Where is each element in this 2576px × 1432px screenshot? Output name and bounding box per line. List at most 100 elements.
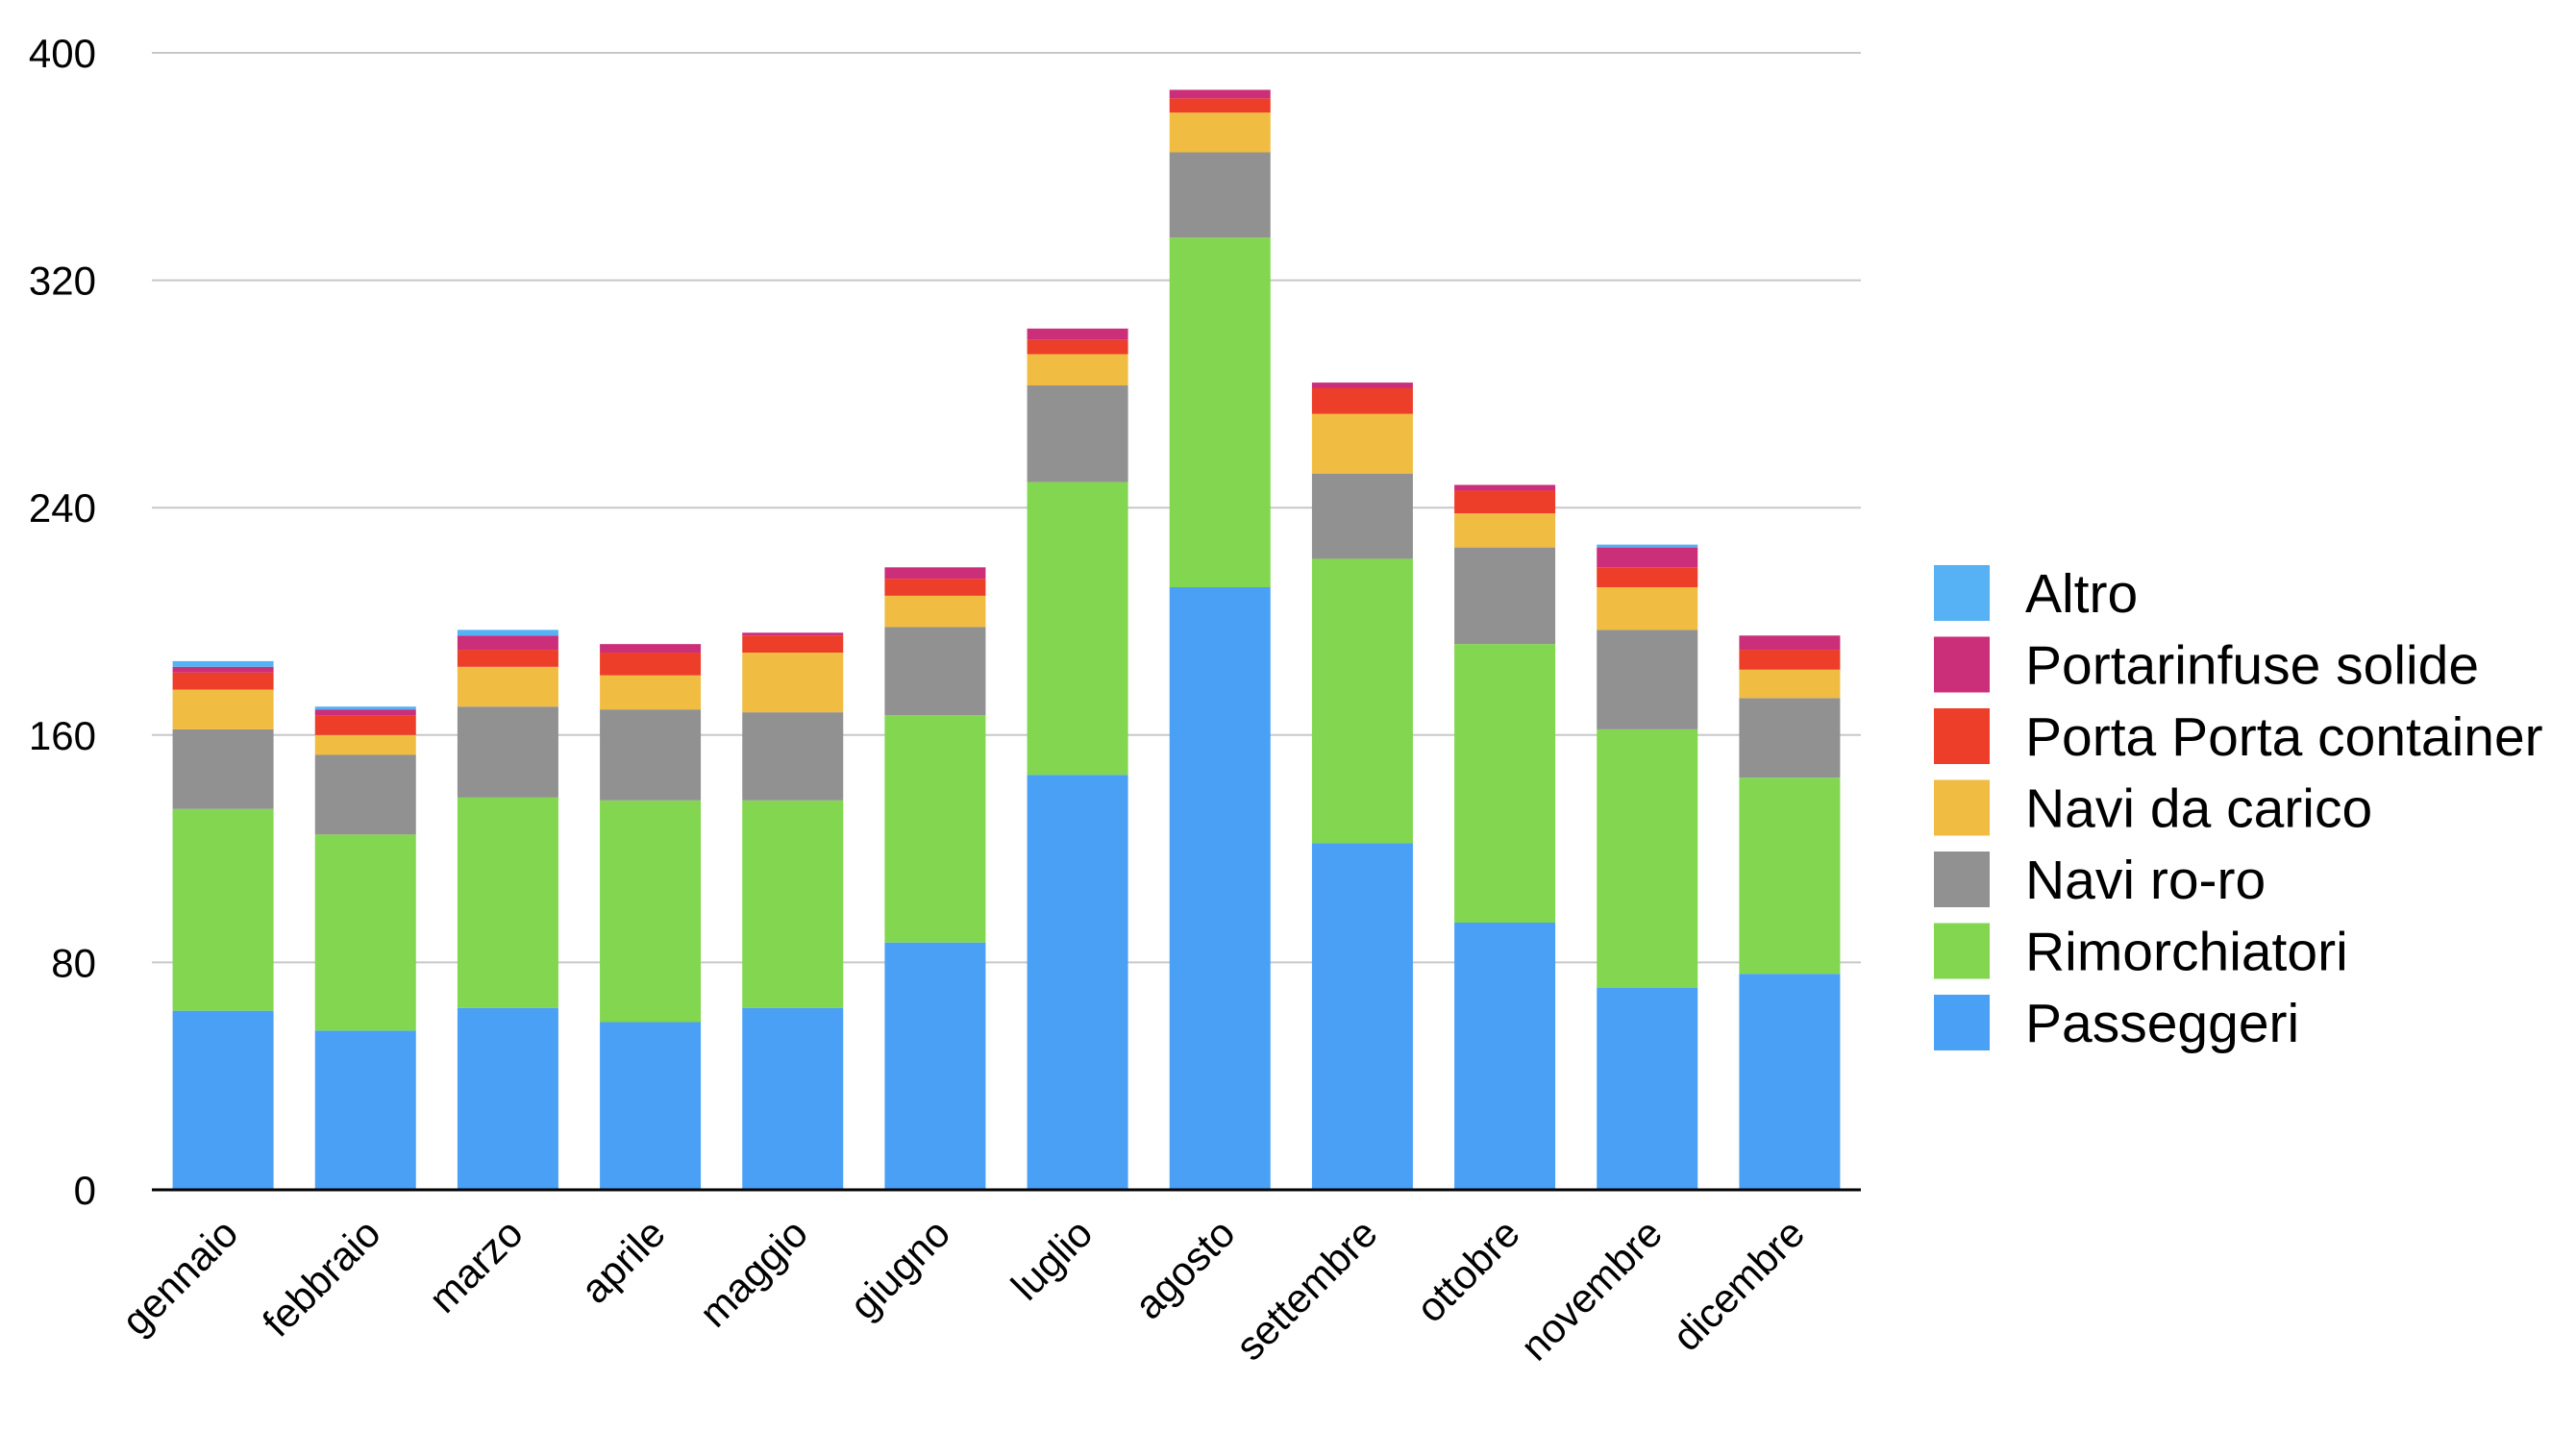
- legend-swatch: [1934, 636, 1990, 693]
- bar-segment: [1169, 237, 1271, 588]
- bar-segment: [742, 712, 844, 801]
- legend-item: Navi ro-ro: [1934, 850, 2266, 911]
- bar-segment: [1454, 484, 1556, 491]
- y-tick-label: 240: [29, 485, 96, 531]
- y-tick-label: 160: [29, 713, 96, 758]
- bar-segment: [1027, 385, 1128, 482]
- bar-segment: [1597, 728, 1698, 989]
- legend: Altro Portarinfuse solide Porta Porta cont…: [1934, 563, 2543, 1054]
- legend-item: Rimorchiatori: [1934, 922, 2348, 983]
- bar-stack-novembre: [1597, 544, 1698, 1190]
- bar-segment: [457, 630, 558, 636]
- legend-item: Porta Porta container: [1934, 706, 2543, 768]
- legend-swatch: [1934, 852, 1990, 907]
- x-tick-label: maggio: [690, 1210, 816, 1336]
- x-tick-label: ottobre: [1407, 1210, 1528, 1331]
- legend-swatch: [1934, 565, 1990, 621]
- bar-segment: [1169, 152, 1271, 238]
- bar-segment: [172, 808, 274, 1011]
- bar-segment: [1027, 339, 1128, 355]
- x-tick-label: novembre: [1512, 1210, 1671, 1369]
- bar-segment: [1027, 328, 1128, 340]
- bar-segment: [172, 1010, 274, 1190]
- x-tick-label: dicembre: [1664, 1210, 1813, 1359]
- bar-segment: [1311, 383, 1413, 388]
- x-tick-label: gennaio: [113, 1210, 247, 1344]
- x-tick-label: settembre: [1226, 1210, 1385, 1369]
- bar-segment: [884, 715, 986, 943]
- bar-segment: [457, 635, 558, 651]
- bar-stack-maggio: [742, 632, 844, 1190]
- legend-label: Navi ro-ro: [2025, 850, 2266, 911]
- bar-stack-agosto: [1169, 89, 1271, 1190]
- bar-segment: [1597, 988, 1698, 1190]
- bar-segment: [172, 728, 274, 809]
- bar-stack-giugno: [884, 567, 986, 1190]
- bar-segment: [457, 797, 558, 1008]
- bar-segment: [457, 1007, 558, 1190]
- bar-stack-febbraio: [314, 706, 416, 1190]
- bar-segment: [1739, 778, 1841, 975]
- bar-segment: [1739, 698, 1841, 778]
- bar-segment: [600, 709, 702, 801]
- x-tick-label: aprile: [572, 1210, 674, 1312]
- bar-segment: [1169, 112, 1271, 153]
- bar-segment: [1169, 89, 1271, 99]
- legend-label: Passeggeri: [2025, 993, 2299, 1054]
- x-tick-label: luglio: [1003, 1210, 1102, 1309]
- y-tick-label: 80: [51, 940, 96, 985]
- x-tick-label: agosto: [1126, 1210, 1243, 1327]
- bar-segment: [600, 653, 702, 676]
- bar-segment: [1311, 843, 1413, 1190]
- legend-label: Navi da carico: [2025, 778, 2372, 840]
- y-tick-label: 0: [74, 1168, 96, 1213]
- legend-label: Porta Porta container: [2025, 706, 2543, 768]
- bar-segment: [1027, 481, 1128, 776]
- bar-segment: [1311, 473, 1413, 559]
- bar-segment: [742, 653, 844, 713]
- bar-segment: [1027, 775, 1128, 1190]
- bar-segment: [314, 706, 416, 710]
- bar-segment: [600, 800, 702, 1023]
- legend-swatch: [1934, 995, 1990, 1050]
- legend-label: Rimorchiatori: [2025, 922, 2348, 983]
- x-tick-label: giugno: [841, 1210, 958, 1327]
- bar-stack-luglio: [1027, 328, 1128, 1190]
- bar-stack-ottobre: [1454, 484, 1556, 1190]
- bar-segment: [1311, 558, 1413, 844]
- legend-item: Passeggeri: [1934, 993, 2299, 1054]
- bar-segment: [600, 1022, 702, 1190]
- legend-swatch: [1934, 923, 1990, 979]
- bar-segment: [172, 689, 274, 729]
- y-tick-label: 400: [29, 31, 96, 76]
- bar-segment: [1027, 354, 1128, 386]
- bar-segment: [314, 834, 416, 1031]
- legend-label: Portarinfuse solide: [2025, 635, 2479, 697]
- gridlines: [152, 52, 1861, 964]
- bar-segment: [314, 709, 416, 716]
- bar-segment: [457, 650, 558, 667]
- bar-segment: [1169, 587, 1271, 1190]
- bar-stack-gennaio: [172, 660, 274, 1190]
- bar-segment: [1597, 544, 1698, 548]
- bar-segment: [172, 666, 274, 673]
- bar-segment: [884, 567, 986, 580]
- bar-stack-marzo: [457, 630, 558, 1190]
- bar-stack-dicembre: [1739, 635, 1841, 1190]
- x-tick-label: marzo: [420, 1210, 532, 1321]
- bar-segment: [1311, 387, 1413, 414]
- bar-segment: [600, 644, 702, 654]
- bar-segment: [314, 754, 416, 835]
- bar-segment: [600, 675, 702, 710]
- bar-segment: [742, 635, 844, 654]
- legend-item: Navi da carico: [1934, 778, 2372, 840]
- bar-stack-settembre: [1311, 383, 1413, 1190]
- bar-segment: [884, 942, 986, 1190]
- bar-segment: [1597, 567, 1698, 588]
- bar-segment: [457, 666, 558, 707]
- bar-segment: [314, 715, 416, 735]
- bar-segment: [457, 706, 558, 798]
- bar-stack-aprile: [600, 644, 702, 1190]
- legend-label: Altro: [2025, 563, 2138, 625]
